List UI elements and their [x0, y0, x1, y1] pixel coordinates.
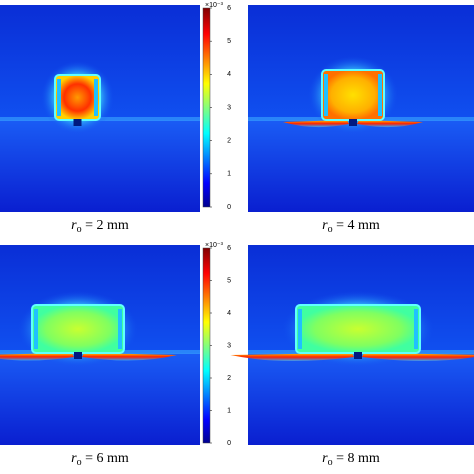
- caption: ro = 6 mm: [71, 451, 129, 468]
- hot-band: [283, 120, 349, 128]
- field-plot: [0, 245, 200, 445]
- field-plot: [248, 5, 474, 212]
- caption: ro = 8 mm: [322, 451, 380, 468]
- caption-text: = 4 mm: [333, 218, 380, 233]
- hot-region: [31, 304, 125, 354]
- caption-variable: r: [71, 451, 77, 466]
- hot-region: [321, 69, 385, 121]
- background-lower: [248, 353, 474, 445]
- colorbar-scale: ×10⁻³: [205, 2, 224, 9]
- probe: [73, 119, 82, 126]
- tick-label: 4: [227, 310, 231, 317]
- caption-variable: r: [322, 218, 328, 233]
- coil: [94, 79, 98, 116]
- coil: [34, 309, 38, 349]
- background-lower: [0, 120, 200, 212]
- coil: [118, 309, 122, 349]
- coil: [298, 309, 302, 349]
- field-plot: [230, 245, 474, 445]
- hot-band: [362, 353, 474, 362]
- coil: [378, 74, 382, 116]
- hot-band: [230, 353, 354, 362]
- tick-label: 4: [227, 71, 231, 78]
- caption-subscript: o: [328, 457, 333, 468]
- caption-text: = 6 mm: [82, 451, 129, 466]
- tick-label: 6: [227, 5, 231, 12]
- caption-subscript: o: [77, 224, 82, 235]
- caption: ro = 4 mm: [322, 218, 380, 235]
- hot-region: [295, 304, 421, 354]
- caption-text: = 2 mm: [82, 218, 129, 233]
- hot-band: [0, 353, 74, 361]
- caption-variable: r: [71, 218, 77, 233]
- caption-subscript: o: [77, 457, 82, 468]
- probe: [74, 352, 82, 359]
- tick-label: 5: [227, 38, 231, 45]
- background-lower: [248, 120, 474, 212]
- tick-label: 1: [227, 407, 231, 414]
- tick-label: 2: [227, 138, 231, 145]
- hot-band: [357, 120, 423, 128]
- colorbar: [202, 247, 211, 444]
- tick-label: 5: [227, 277, 231, 284]
- probe: [354, 352, 362, 359]
- caption-text: = 8 mm: [333, 451, 380, 466]
- tick-label: 1: [227, 171, 231, 178]
- field-plot: [0, 5, 200, 212]
- caption-variable: r: [322, 451, 328, 466]
- tick-label: 3: [227, 342, 231, 349]
- tick-label: 3: [227, 104, 231, 111]
- caption: ro = 2 mm: [71, 218, 129, 235]
- tick-label: 0: [227, 440, 231, 447]
- tick-label: 2: [227, 375, 231, 382]
- coil: [57, 79, 61, 116]
- hot-region: [54, 74, 101, 121]
- coil: [414, 309, 418, 349]
- tick-label: 6: [227, 245, 231, 252]
- coil: [324, 74, 328, 116]
- colorbar-scale: ×10⁻³: [205, 242, 224, 249]
- probe: [349, 119, 357, 126]
- tick-label: 0: [227, 204, 231, 211]
- background-lower: [0, 353, 200, 445]
- colorbar: [202, 7, 211, 208]
- hot-band: [82, 353, 177, 361]
- caption-subscript: o: [328, 224, 333, 235]
